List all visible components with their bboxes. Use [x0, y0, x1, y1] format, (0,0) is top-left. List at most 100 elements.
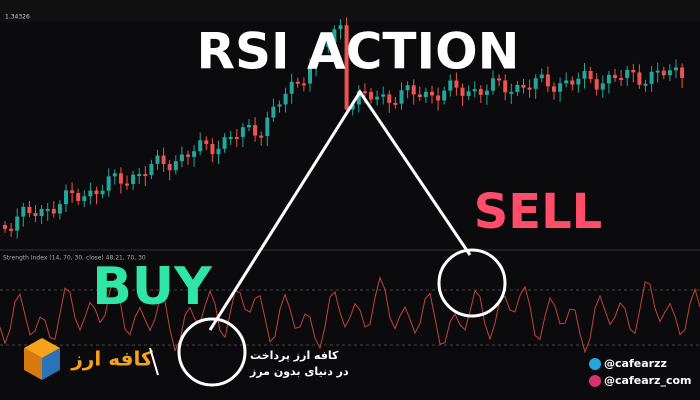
candle-body: [436, 95, 441, 101]
candle-body: [582, 70, 587, 79]
candle-body: [283, 93, 288, 105]
candle-body: [143, 174, 148, 177]
triangle-lines: [208, 89, 472, 331]
candle-body: [326, 42, 331, 47]
candle-body: [576, 78, 581, 85]
candle-body: [527, 87, 532, 90]
candle-body: [417, 94, 422, 98]
candle-body: [88, 190, 93, 197]
sell-circle: [437, 248, 507, 318]
candle-body: [210, 144, 215, 155]
candle-body: [179, 154, 184, 162]
candle-body: [118, 173, 123, 184]
candle-body: [674, 67, 678, 71]
candle-body: [478, 89, 483, 95]
toolbar: [0, 0, 700, 22]
candle-body: [643, 83, 648, 86]
candle-body: [70, 190, 75, 194]
candle-body: [545, 74, 550, 87]
title: RSI ACTION: [197, 23, 520, 81]
separator: [149, 347, 159, 376]
candle-body: [320, 46, 325, 50]
candle-body: [155, 155, 160, 164]
candle-body: [15, 216, 20, 231]
candle-body: [631, 69, 636, 73]
candle-body: [271, 106, 276, 118]
candle-body: [137, 174, 142, 177]
candle-body: [637, 72, 642, 85]
logo-text: کافه ارز: [70, 347, 153, 371]
candle-body: [430, 91, 434, 96]
candle-body: [94, 190, 99, 195]
candle-body: [655, 70, 660, 73]
social-handle[interactable]: @cafearz_com: [604, 374, 691, 387]
candle-body: [64, 190, 68, 205]
candle-body: [259, 135, 264, 138]
candle-body: [204, 140, 209, 145]
candle-body: [375, 96, 380, 100]
candle-body: [521, 84, 526, 88]
candle-body: [680, 67, 685, 79]
candle-body: [45, 208, 50, 211]
indicator-name: Strength Index (14, 70, 30, close) 48.21…: [3, 255, 146, 262]
candle-body: [423, 91, 428, 98]
candle-body: [338, 25, 343, 30]
candle-body: [234, 136, 239, 139]
candle-body: [192, 151, 197, 157]
telegram-icon: [589, 358, 601, 370]
candle-body: [344, 25, 349, 110]
candle-body: [381, 94, 386, 97]
candle-body: [240, 127, 245, 137]
candle-body: [497, 78, 502, 81]
candle-body: [167, 164, 172, 171]
candle-body: [277, 104, 282, 107]
candle-body: [369, 92, 373, 100]
sell-label: SELL: [474, 184, 603, 240]
candle-body: [289, 81, 294, 94]
candle-body: [112, 173, 117, 177]
candle-body: [533, 78, 538, 89]
candle-body: [222, 137, 227, 149]
rsi-line: [0, 276, 700, 354]
candle-body: [619, 77, 624, 80]
candle-body: [552, 86, 556, 92]
candle-body: [600, 83, 605, 90]
candle-body: [33, 213, 38, 217]
candle-body: [460, 87, 465, 96]
social-handle[interactable]: @cafearzz: [604, 357, 667, 370]
candle-body: [613, 74, 617, 78]
candle-body: [308, 66, 312, 84]
candle-body: [198, 140, 203, 152]
candle-body: [399, 90, 404, 104]
candle-body: [491, 78, 495, 91]
candle-body: [228, 136, 233, 139]
candle-body: [667, 70, 672, 76]
buy-circle: [177, 317, 247, 387]
candle-body: [625, 69, 630, 79]
candle-body: [149, 163, 154, 176]
candle-body: [265, 117, 270, 137]
candle-body: [21, 206, 26, 217]
buy-label: BUY: [92, 257, 213, 317]
time-axis: [0, 372, 700, 400]
candle-body: [606, 74, 611, 84]
candle-body: [186, 154, 190, 157]
logo-cube: [24, 338, 60, 380]
candle-body: [301, 83, 306, 86]
candle-body: [448, 80, 453, 91]
candle-body: [314, 49, 319, 67]
tagline: کافه ارز پرداخت: [250, 349, 339, 362]
candle-body: [509, 91, 514, 94]
candle-body: [454, 80, 459, 88]
candle-body: [247, 125, 251, 128]
candle-body: [558, 83, 563, 92]
candle-body: [564, 80, 569, 84]
candles: [3, 17, 685, 239]
candle-body: [472, 89, 477, 92]
candle-body: [588, 70, 593, 80]
candle-body: [51, 208, 56, 214]
candle-body: [484, 90, 489, 95]
candle-body: [411, 85, 416, 95]
